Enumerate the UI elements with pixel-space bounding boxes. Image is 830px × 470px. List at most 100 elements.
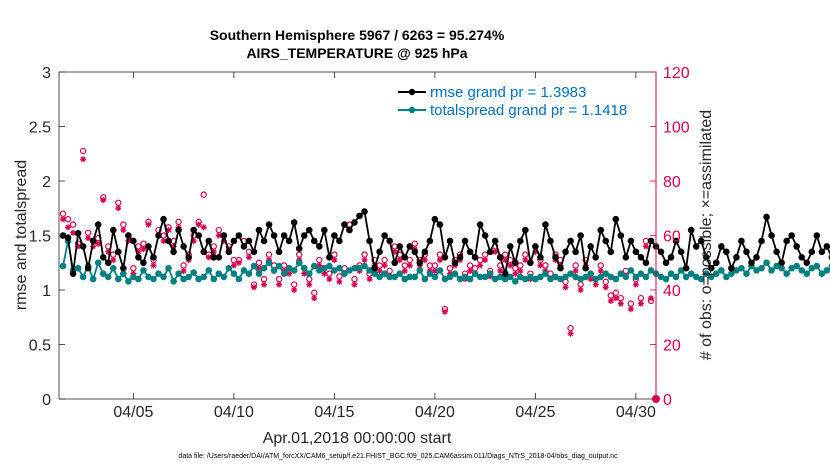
plot-area bbox=[59, 72, 656, 399]
rmse-marker bbox=[808, 248, 816, 256]
totalspread-marker bbox=[743, 270, 750, 277]
totalspread-marker bbox=[783, 270, 790, 277]
totalspread-marker bbox=[627, 267, 635, 274]
x-tick-label: 04/20 bbox=[415, 404, 455, 421]
obs-assimilated-marker bbox=[441, 308, 448, 315]
y-right-tick-label: 80 bbox=[663, 174, 681, 191]
obs-assimilated-marker bbox=[306, 281, 313, 288]
totalspread-marker bbox=[155, 270, 162, 277]
obs-assimilated-marker bbox=[245, 254, 252, 261]
totalspread-marker bbox=[818, 270, 826, 277]
rmse-marker bbox=[225, 248, 233, 256]
obs-assimilated-marker bbox=[70, 229, 77, 236]
rmse-marker bbox=[285, 237, 293, 245]
rmse-marker bbox=[627, 237, 635, 245]
rmse-marker bbox=[612, 215, 620, 223]
rmse-marker bbox=[501, 270, 509, 277]
totalspread-marker bbox=[230, 270, 238, 277]
rmse-marker bbox=[265, 221, 273, 228]
rmse-marker bbox=[94, 221, 102, 228]
rmse-marker bbox=[321, 226, 328, 234]
totalspread-marker bbox=[446, 273, 454, 281]
rmse-marker bbox=[316, 243, 323, 250]
rmse-marker bbox=[215, 253, 223, 261]
rmse-marker bbox=[506, 243, 514, 250]
y-left-tick-label: 1.5 bbox=[29, 229, 51, 246]
rmse-marker bbox=[180, 243, 187, 250]
totalspread-marker bbox=[371, 270, 378, 277]
obs-assimilated-marker bbox=[497, 267, 504, 274]
rmse-marker bbox=[657, 248, 665, 256]
rmse-marker bbox=[758, 237, 765, 245]
rmse-marker bbox=[170, 248, 177, 256]
obs-assimilated-marker bbox=[215, 232, 222, 239]
obs-assimilated-marker bbox=[235, 259, 242, 266]
obs-assimilated-marker bbox=[567, 330, 574, 337]
rmse-marker bbox=[165, 237, 172, 245]
rmse-marker bbox=[783, 237, 790, 245]
totalspread-marker bbox=[763, 259, 770, 267]
totalspread-marker bbox=[511, 277, 519, 285]
totalspread-marker bbox=[728, 270, 735, 277]
rmse-marker bbox=[667, 253, 675, 261]
obs-assimilated-marker bbox=[276, 281, 283, 288]
rmse-marker bbox=[517, 237, 524, 245]
rmse-marker bbox=[446, 237, 454, 245]
totalspread-marker bbox=[798, 267, 806, 274]
rmse-marker bbox=[617, 232, 625, 239]
rmse-marker bbox=[185, 253, 192, 261]
rmse-marker bbox=[104, 259, 112, 267]
rmse-marker bbox=[89, 237, 97, 245]
totalspread-marker bbox=[567, 270, 574, 277]
totalspread-marker bbox=[391, 273, 398, 281]
rmse-marker bbox=[371, 264, 378, 272]
obs-assimilated-marker bbox=[85, 235, 92, 242]
rmse-marker bbox=[145, 243, 152, 250]
rmse-marker bbox=[135, 253, 142, 261]
rmse-marker bbox=[99, 253, 107, 261]
rmse-marker bbox=[692, 243, 700, 250]
rmse-marker bbox=[361, 208, 368, 215]
obs-assimilated-marker bbox=[326, 276, 333, 283]
obs-assimilated-marker bbox=[140, 246, 147, 253]
totalspread-marker bbox=[260, 264, 268, 272]
obs-assimilated-marker bbox=[205, 254, 212, 261]
rmse-marker bbox=[577, 232, 584, 239]
obs-assimilated-marker bbox=[562, 284, 569, 291]
rmse-marker bbox=[280, 232, 288, 239]
obs-assimilated-marker bbox=[647, 295, 654, 302]
y-axis-left: 0 0.5 1 1.5 2 2.5 3 bbox=[29, 65, 65, 409]
obs-assimilated-marker bbox=[617, 300, 624, 307]
rmse-marker bbox=[753, 253, 760, 261]
rmse-series bbox=[59, 208, 830, 277]
rmse-marker bbox=[707, 264, 715, 272]
totalspread-marker bbox=[165, 264, 172, 272]
rmse-marker bbox=[120, 264, 127, 272]
obs-assimilated-marker bbox=[180, 267, 187, 274]
obs-assimilated-marker bbox=[301, 270, 308, 277]
totalspread-marker bbox=[451, 270, 459, 277]
y-right-tick-label: 40 bbox=[663, 283, 681, 300]
rmse-marker bbox=[597, 226, 605, 234]
obs-assimilated-marker bbox=[145, 221, 152, 228]
obs-assimilated-marker bbox=[376, 267, 383, 274]
obs-assimilated-marker bbox=[431, 267, 438, 274]
totalspread-marker bbox=[707, 273, 715, 281]
totalspread-marker bbox=[702, 270, 710, 277]
x-tick-label: 04/15 bbox=[314, 404, 354, 421]
obs-assimilated-marker bbox=[577, 287, 584, 293]
totalspread-marker bbox=[94, 259, 102, 267]
rmse-marker bbox=[336, 237, 343, 245]
rmse-marker bbox=[592, 253, 599, 261]
totalspread-marker bbox=[185, 273, 192, 281]
rmse-marker bbox=[718, 243, 725, 250]
rmse-marker bbox=[682, 264, 690, 272]
totalspread-marker bbox=[225, 264, 233, 272]
rmse-marker bbox=[587, 243, 594, 250]
rmse-marker bbox=[486, 248, 494, 256]
rmse-marker bbox=[607, 248, 615, 256]
totalspread-marker bbox=[411, 273, 419, 281]
rmse-marker bbox=[69, 270, 77, 277]
rmse-marker bbox=[79, 243, 87, 250]
obs-assimilated-marker bbox=[381, 262, 388, 269]
